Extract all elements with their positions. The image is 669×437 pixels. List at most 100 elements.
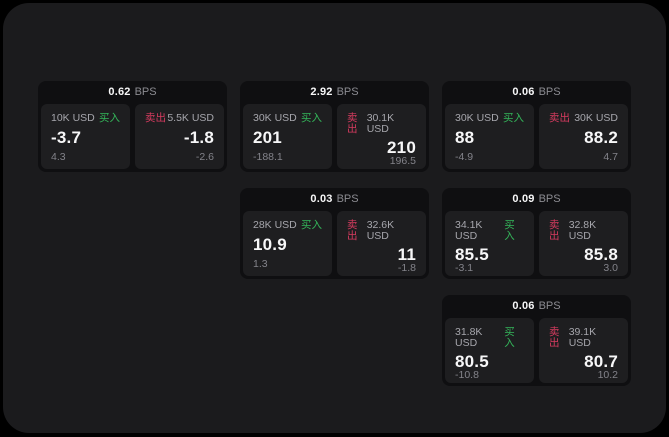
sell-delta: 4.7 <box>603 150 618 163</box>
sell-tile[interactable]: 卖出 30.1K USD 210 196.5 <box>337 104 426 169</box>
spread-header: 0.09 BPS <box>445 188 628 211</box>
buy-delta: -4.9 <box>455 150 474 163</box>
sell-tile[interactable]: 卖出 32.8K USD 85.8 3.0 <box>539 211 628 276</box>
buy-price: 80.5 <box>455 352 489 371</box>
buy-delta: 4.3 <box>51 150 66 163</box>
buy-tile[interactable]: 28K USD 买入 10.9 1.3 <box>243 211 332 276</box>
sell-tile-header: 卖出 32.8K USD <box>549 220 618 241</box>
buy-side-label: 买入 <box>301 112 322 124</box>
buy-side-label: 买入 <box>504 326 515 349</box>
sell-tile[interactable]: 卖出 5.5K USD -1.8 -2.6 <box>135 104 224 169</box>
sell-delta: 10.2 <box>597 369 618 381</box>
sell-price: 210 <box>387 138 416 157</box>
sell-side-label: 卖出 <box>347 219 358 242</box>
sell-amount: 32.6K USD <box>366 219 395 242</box>
spread-value: 0.06 <box>512 300 535 312</box>
buy-price: 201 <box>253 127 282 147</box>
buy-side-label: 买入 <box>301 219 322 231</box>
buy-delta: 1.3 <box>253 257 268 270</box>
sell-amount: 30.1K USD <box>366 112 395 135</box>
sell-side-label: 卖出 <box>549 112 570 124</box>
quote-tiles: 31.8K USD 买入 80.5 -10.8 卖出 39.1K USD 80.… <box>445 318 628 383</box>
buy-price: 88 <box>455 127 475 147</box>
quote-card: 0.62 BPS 10K USD 买入 -3.7 4.3 卖出 5.5K USD… <box>38 81 227 172</box>
buy-tile-header: 10K USD 买入 <box>51 113 120 124</box>
quote-card: 0.03 BPS 28K USD 买入 10.9 1.3 卖出 32.6K US… <box>240 188 429 279</box>
buy-tile-header: 28K USD 买入 <box>253 220 322 231</box>
spread-header: 0.06 BPS <box>445 295 628 318</box>
sell-delta: 196.5 <box>389 155 416 167</box>
quote-grid: 0.62 BPS 10K USD 买入 -3.7 4.3 卖出 5.5K USD… <box>38 81 631 386</box>
sell-side-label: 卖出 <box>347 112 358 135</box>
sell-tile-header: 卖出 39.1K USD <box>549 327 618 348</box>
buy-delta: -3.1 <box>455 262 474 274</box>
bps-label: BPS <box>538 193 561 205</box>
buy-tile[interactable]: 30K USD 买入 88 -4.9 <box>445 104 534 169</box>
quote-card: 0.09 BPS 34.1K USD 买入 85.5 -3.1 卖出 32.8K… <box>442 188 631 279</box>
buy-tile-header: 31.8K USD 买入 <box>455 327 524 348</box>
buy-tile[interactable]: 30K USD 买入 201 -188.1 <box>243 104 332 169</box>
sell-price: 88.2 <box>584 127 618 147</box>
buy-amount: 30K USD <box>253 112 297 124</box>
sell-tile[interactable]: 卖出 30K USD 88.2 4.7 <box>539 104 628 169</box>
spread-value: 0.62 <box>108 86 131 98</box>
bps-label: BPS <box>134 86 157 98</box>
buy-tile[interactable]: 31.8K USD 买入 80.5 -10.8 <box>445 318 534 383</box>
buy-tile[interactable]: 34.1K USD 买入 85.5 -3.1 <box>445 211 534 276</box>
buy-amount: 10K USD <box>51 112 95 124</box>
buy-tile-header: 30K USD 买入 <box>253 113 322 124</box>
quote-card: 0.06 BPS 31.8K USD 买入 80.5 -10.8 卖出 39.1… <box>442 295 631 386</box>
bps-label: BPS <box>336 86 359 98</box>
quote-tiles: 30K USD 买入 88 -4.9 卖出 30K USD 88.2 4.7 <box>445 104 628 169</box>
sell-price: 85.8 <box>584 245 618 264</box>
buy-side-label: 买入 <box>504 219 515 242</box>
app-window: 0.62 BPS 10K USD 买入 -3.7 4.3 卖出 5.5K USD… <box>3 3 666 433</box>
buy-amount: 34.1K USD <box>455 219 483 242</box>
spread-header: 0.03 BPS <box>243 188 426 211</box>
sell-delta: -2.6 <box>195 150 214 163</box>
spread-header: 0.62 BPS <box>41 81 224 104</box>
sell-price: 80.7 <box>584 352 618 371</box>
buy-price: 85.5 <box>455 245 489 264</box>
buy-price: 10.9 <box>253 234 287 254</box>
sell-price: 11 <box>397 245 416 264</box>
buy-amount: 28K USD <box>253 219 297 231</box>
buy-delta: -10.8 <box>455 369 479 381</box>
buy-tile-header: 34.1K USD 买入 <box>455 220 524 241</box>
sell-tile[interactable]: 卖出 32.6K USD 11 -1.8 <box>337 211 426 276</box>
quote-tiles: 10K USD 买入 -3.7 4.3 卖出 5.5K USD -1.8 -2.… <box>41 104 224 169</box>
sell-delta: -1.8 <box>397 262 416 274</box>
buy-tile[interactable]: 10K USD 买入 -3.7 4.3 <box>41 104 130 169</box>
sell-amount: 32.8K USD <box>568 219 597 242</box>
buy-amount: 31.8K USD <box>455 326 483 349</box>
sell-tile-header: 卖出 5.5K USD <box>145 113 214 124</box>
buy-amount: 30K USD <box>455 112 499 124</box>
sell-amount: 5.5K USD <box>167 112 214 124</box>
spread-header: 2.92 BPS <box>243 81 426 104</box>
spread-value: 0.06 <box>512 86 535 98</box>
buy-tile-header: 30K USD 买入 <box>455 113 524 124</box>
buy-price: -3.7 <box>51 127 82 147</box>
spread-value: 0.09 <box>512 193 535 205</box>
sell-side-label: 卖出 <box>549 219 560 242</box>
spread-header: 0.06 BPS <box>445 81 628 104</box>
sell-amount: 39.1K USD <box>568 326 597 349</box>
sell-amount: 30K USD <box>574 112 618 124</box>
sell-tile-header: 卖出 30.1K USD <box>347 113 416 134</box>
buy-side-label: 买入 <box>503 112 524 124</box>
quote-tiles: 34.1K USD 买入 85.5 -3.1 卖出 32.8K USD 85.8… <box>445 211 628 276</box>
quote-tiles: 28K USD 买入 10.9 1.3 卖出 32.6K USD 11 -1.8 <box>243 211 426 276</box>
sell-tile-header: 卖出 32.6K USD <box>347 220 416 241</box>
quote-card: 0.06 BPS 30K USD 买入 88 -4.9 卖出 30K USD 8… <box>442 81 631 172</box>
sell-tile[interactable]: 卖出 39.1K USD 80.7 10.2 <box>539 318 628 383</box>
sell-side-label: 卖出 <box>145 112 166 124</box>
bps-label: BPS <box>336 193 359 205</box>
spread-value: 2.92 <box>310 86 333 98</box>
sell-tile-header: 卖出 30K USD <box>549 113 618 124</box>
spread-value: 0.03 <box>310 193 333 205</box>
sell-side-label: 卖出 <box>549 326 560 349</box>
bps-label: BPS <box>538 86 561 98</box>
sell-price: -1.8 <box>183 127 214 147</box>
quote-card: 2.92 BPS 30K USD 买入 201 -188.1 卖出 30.1K … <box>240 81 429 172</box>
